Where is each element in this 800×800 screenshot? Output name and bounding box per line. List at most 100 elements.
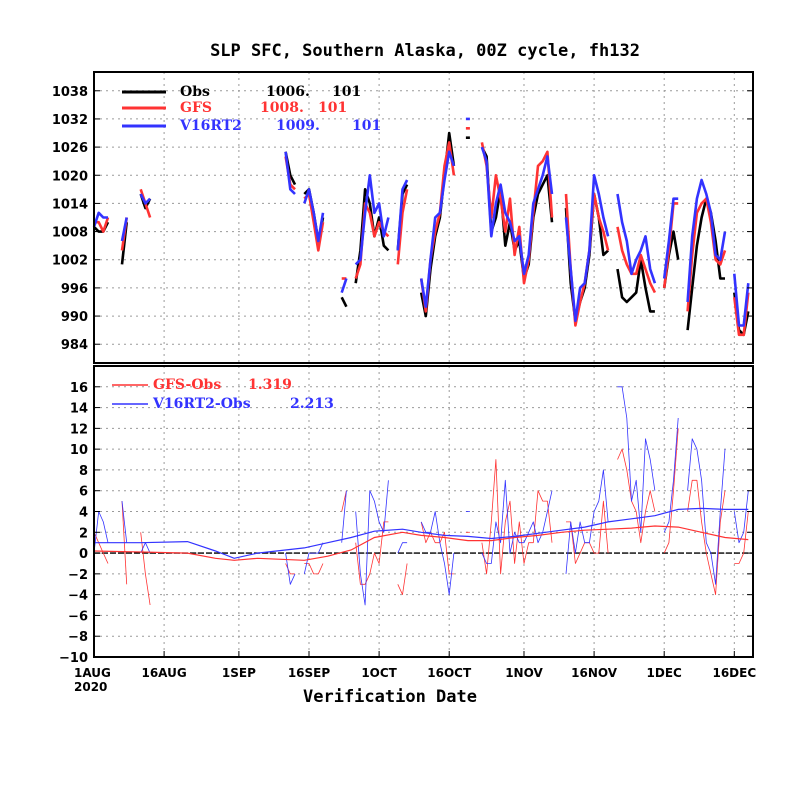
y-tick-label: −2 bbox=[68, 568, 88, 583]
series-v16rt2-segment bbox=[686, 178, 727, 303]
y-tick-label: 10 bbox=[70, 443, 88, 458]
series-obs-segment bbox=[616, 258, 655, 313]
y-tick-label: 6 bbox=[79, 485, 88, 500]
series-gfs-segment bbox=[686, 197, 727, 312]
x-year-label: 2020 bbox=[74, 680, 107, 694]
series-gfs-obs-segment bbox=[687, 479, 726, 595]
x-tick-label: 1DEC bbox=[647, 666, 683, 680]
legend-label-gfs: GFS bbox=[180, 100, 212, 116]
series-gfs-obs-segment bbox=[341, 490, 347, 512]
bottom-legend: GFS-Obs 1.319 V16RT2-Obs 2.213 bbox=[112, 377, 334, 412]
series-v16rt2-segment bbox=[396, 179, 409, 251]
series-v16rt2-segment bbox=[303, 188, 325, 243]
series-gfs-obs-segment bbox=[140, 532, 151, 606]
series-v16rt2-obs-segment bbox=[341, 490, 347, 543]
series-v16rt2-segment bbox=[92, 211, 108, 228]
series-gfs-segment bbox=[616, 226, 657, 294]
series-v16rt2-obs-segment bbox=[733, 490, 749, 544]
series-v16rt2-segment bbox=[733, 273, 750, 327]
top-y-axis: 984 990 996 1002 1008 1014 1020 1026 1032 1038 bbox=[52, 85, 753, 353]
legend-value-gfs-1: 1008. bbox=[260, 100, 304, 116]
series-v16rt2-obs-segment bbox=[617, 386, 656, 533]
series-v16rt2-obs-segment bbox=[481, 479, 553, 564]
top-grid bbox=[94, 72, 753, 363]
y-tick-label: 8 bbox=[79, 464, 88, 479]
legend-value-gfs-2: 101 bbox=[318, 100, 347, 116]
series-v16rt2-segment bbox=[354, 174, 390, 266]
top-series bbox=[92, 117, 750, 337]
y-tick-label: 12 bbox=[70, 422, 88, 437]
legend-label-v16rt2: V16RT2 bbox=[179, 118, 242, 134]
series-v16rt2-obs-segment bbox=[420, 511, 455, 595]
x-tick-label: 16SEP bbox=[288, 666, 331, 680]
bottom-y-axis: −10 −8 −6 −4 −2 0 2 4 6 8 10 12 14 16 bbox=[59, 381, 753, 666]
x-axis-title: Verification Date bbox=[303, 687, 477, 707]
series-v16rt2-segment bbox=[120, 217, 128, 242]
y-tick-label: 1008 bbox=[52, 226, 88, 241]
series-v16rt2-obs-segment bbox=[121, 501, 128, 543]
y-tick-label: 14 bbox=[70, 402, 88, 417]
x-tick-label: 16OCT bbox=[427, 666, 472, 680]
y-tick-label: 1038 bbox=[52, 85, 88, 100]
series-v16rt2-segment bbox=[139, 193, 152, 205]
series-gfs-obs-segment bbox=[93, 532, 109, 564]
series-v16rt2-segment bbox=[284, 151, 296, 195]
series-v16rt2-segment bbox=[616, 193, 657, 284]
x-tick-label: 1NOV bbox=[505, 666, 543, 680]
series-gfs-obs-segment bbox=[617, 448, 656, 544]
bottom-series bbox=[93, 386, 749, 606]
legend-value-v16rt2-1: 1009. bbox=[276, 118, 320, 134]
y-tick-label: 984 bbox=[61, 338, 88, 353]
series-v16rt2-segment bbox=[480, 146, 554, 276]
y-tick-label: 1002 bbox=[52, 254, 88, 269]
y-tick-label: 1020 bbox=[52, 169, 88, 184]
series-v16rt2-segment bbox=[419, 150, 456, 309]
series-gfs-obs-segment bbox=[481, 459, 553, 575]
y-tick-label: −6 bbox=[68, 609, 88, 624]
series-v16rt2-obs-segment bbox=[285, 553, 296, 585]
series-gfs-segment bbox=[480, 142, 554, 285]
x-tick-label: 16NOV bbox=[571, 666, 618, 680]
series-v16rt2-obs-segment bbox=[565, 469, 609, 574]
y-tick-label: 0 bbox=[79, 547, 88, 562]
series-v16rt2-segment bbox=[662, 197, 679, 279]
series-v16rt2-segment bbox=[564, 174, 610, 323]
y-tick-label: 1032 bbox=[52, 113, 88, 128]
legend-value-v16rt2-obs: 2.213 bbox=[290, 396, 334, 412]
series-gfs-segment bbox=[419, 141, 456, 313]
chart-title: SLP SFC, Southern Alaska, 00Z cycle, fh1… bbox=[210, 41, 640, 61]
series-v16rt2-obs-running-mean bbox=[94, 507, 749, 559]
series-obs-segment bbox=[340, 296, 348, 308]
legend-label-v16rt2-obs: V16RT2-Obs bbox=[152, 396, 251, 412]
x-axis: 1AUG 16AUG 1SEP 16SEP 1OCT 16OCT 1NOV 16NOV 1DEC… bbox=[74, 651, 756, 680]
x-tick-label: 16AUG bbox=[141, 666, 186, 680]
series-gfs-obs-segment bbox=[663, 428, 679, 554]
legend-value-v16rt2-2: 101 bbox=[352, 118, 381, 134]
top-plot-frame bbox=[93, 71, 754, 364]
y-tick-label: 4 bbox=[79, 506, 88, 521]
x-tick-label: 1OCT bbox=[361, 666, 397, 680]
y-tick-label: 996 bbox=[61, 282, 88, 297]
series-gfs-segment bbox=[396, 189, 409, 265]
x-tick-label: 1AUG bbox=[74, 666, 111, 680]
y-tick-label: 1014 bbox=[52, 197, 88, 212]
y-tick-label: 16 bbox=[70, 381, 88, 396]
legend-value-gfs-obs: 1.319 bbox=[248, 377, 292, 393]
legend-label-obs: Obs bbox=[180, 84, 210, 100]
series-gfs-obs-running-mean bbox=[93, 525, 749, 561]
y-tick-label: −10 bbox=[59, 651, 88, 666]
series-gfs-obs-segment bbox=[397, 563, 408, 595]
series-gfs-obs-segment bbox=[734, 511, 749, 564]
legend-value-obs-1: 1006. bbox=[266, 84, 310, 100]
series-gfs-obs-segment bbox=[420, 521, 454, 575]
series-gfs-obs-segment bbox=[355, 521, 389, 585]
x-tick-label: 16DEC bbox=[712, 666, 756, 680]
legend-value-obs-2: 101 bbox=[332, 84, 361, 100]
series-gfs-obs-segment bbox=[285, 563, 295, 575]
legend-label-gfs-obs: GFS-Obs bbox=[153, 377, 221, 393]
y-tick-label: −8 bbox=[68, 630, 88, 645]
top-legend: Obs 1006. 101 GFS 1008. 101 V16RT2 1009.… bbox=[122, 84, 381, 134]
y-tick-label: 1026 bbox=[52, 141, 88, 156]
x-tick-label: 1SEP bbox=[222, 666, 256, 680]
